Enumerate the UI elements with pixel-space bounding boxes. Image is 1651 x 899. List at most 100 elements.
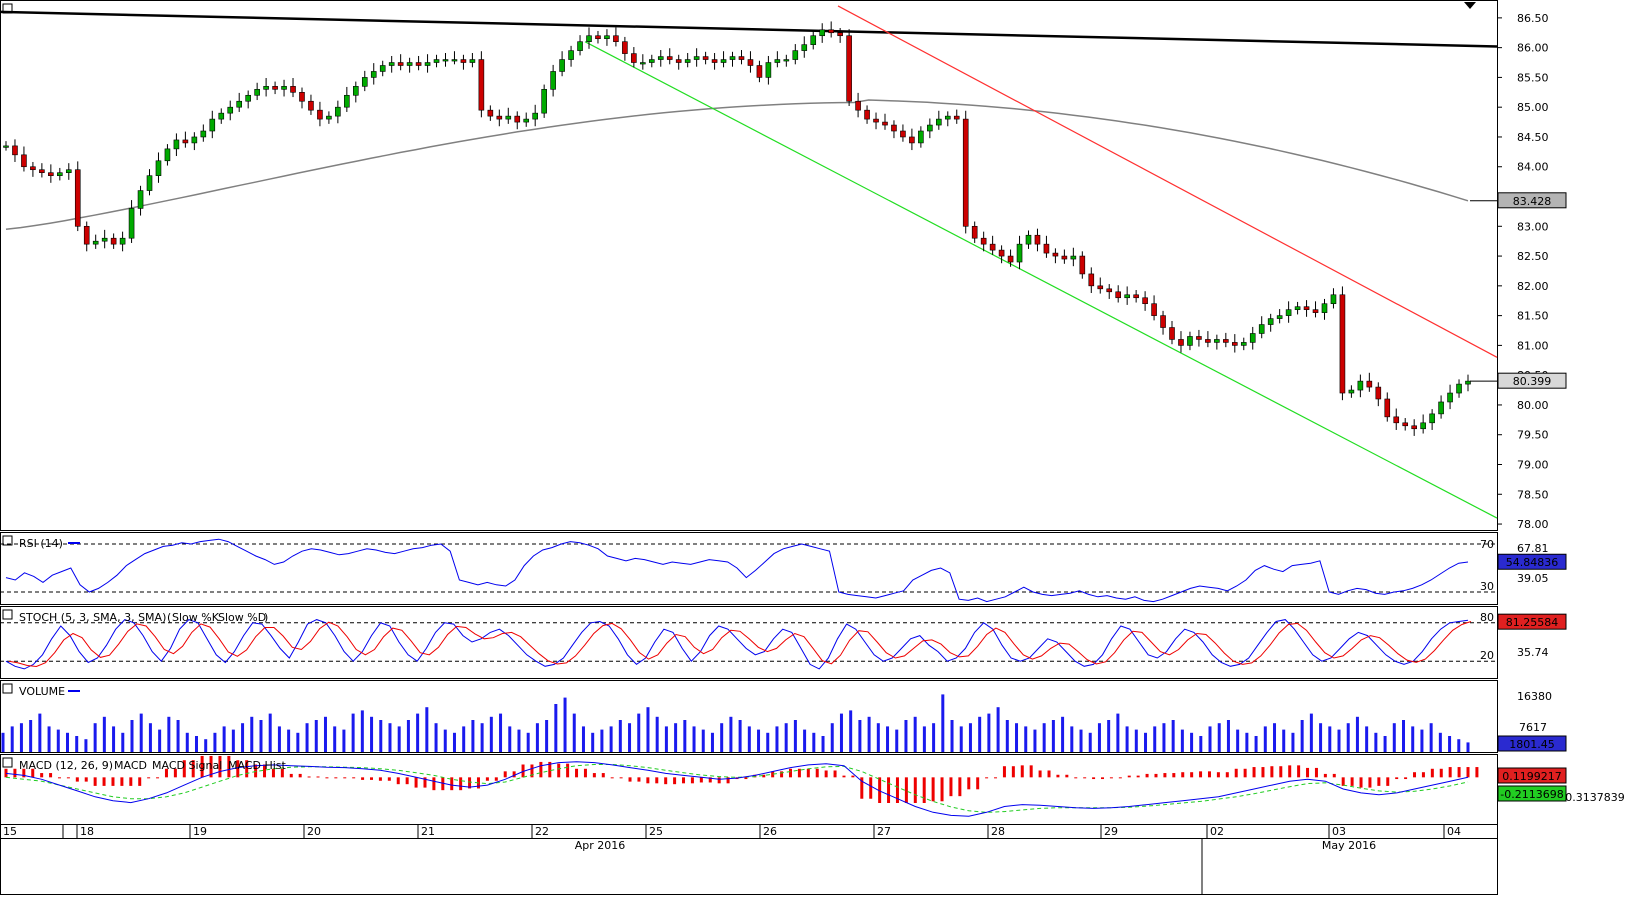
macd-hist-bar [459,777,463,791]
candle-down [756,65,763,78]
volume-mid-label: 7617 [1519,721,1547,734]
x-tick-label: 27 [877,825,891,838]
candle-up [1240,342,1247,346]
candle-up [586,35,592,42]
volume-bar [609,726,613,752]
candle-up [128,208,135,239]
macd-hist-bar [218,755,222,778]
macd-hist-bar [646,777,650,784]
volume-bar [1319,723,1323,752]
candle-down [1034,234,1041,245]
macd-hist-bar [182,760,186,778]
candle-up [1420,422,1426,430]
volume-bar [1392,723,1396,752]
rsi-scale-label: 67.81 [1517,542,1549,555]
macd-hist-bar [280,768,284,778]
candle-up [684,59,691,63]
volume-bar [757,729,761,752]
macd-hist-bar [1092,777,1096,780]
volume-bar [830,723,834,752]
candle-up [370,71,377,78]
macd-hist-bar [1439,768,1443,778]
volume-last-label: 1801.45 [1509,738,1555,751]
stoch-current-label: 81.25584 [1506,616,1559,629]
macd-hist-bar [1457,767,1461,778]
candle-up [765,62,772,78]
macd-hist-bar [120,777,124,786]
volume-bar [443,729,447,752]
candle-down [702,56,709,60]
main-y-tick-label: 86.50 [1517,12,1549,25]
volume-bar [895,729,899,752]
macd-hist-bar [485,777,489,781]
volume-bar [1199,736,1203,752]
volume-bar [572,713,576,752]
macd-hist-bar [1341,777,1345,786]
volume-bar [47,726,51,752]
macd-legend-signal: MACD Signal [152,759,222,772]
macd-hist-bar [619,777,623,779]
x-axis-frame [0,824,1498,895]
candle-up [155,160,162,176]
volume-bar [1420,729,1424,752]
candle-up [218,112,225,120]
macd-hist-bar [352,777,356,779]
volume-bar [692,726,696,752]
stoch-scale-label: 35.74 [1517,646,1549,659]
candle-down [971,225,978,239]
macd-hist-bar [592,773,596,778]
candle-down [622,41,628,54]
volume-bar [1153,726,1157,752]
stoch-legend-paren: ( [167,611,171,624]
candle-up [209,118,216,132]
stoch-tick-20: 20 [1480,649,1494,662]
macd-hist-bar [878,777,882,803]
macd-hist-bar [1002,766,1006,778]
volume-bar [121,732,125,752]
candle-up [783,59,790,62]
volume-bar [959,726,963,752]
macd-hist-bar [1261,767,1265,778]
candle-up [1124,294,1130,299]
macd-hist-bar [1216,772,1220,778]
volume-bar [19,723,23,752]
macd-hist-bar [931,777,935,802]
macd-hist-bar [1154,773,1158,778]
candle-down [1196,336,1202,340]
candle-up [541,89,547,114]
volume-bar [1337,729,1341,752]
candle-up [57,172,63,176]
candle-up [227,106,234,114]
candle-down [1106,288,1113,293]
candle-down [1205,339,1211,343]
candle-down [1384,398,1391,418]
candle-down [1052,252,1059,257]
volume-bar [176,720,180,752]
volume-bar [425,707,429,752]
macd-hist-bar [1029,765,1033,778]
macd-hist-bar [173,768,177,778]
main-y-tick-label: 81.50 [1517,310,1549,323]
macd-hist-bar [1136,775,1140,778]
macd-hist-bar [1118,777,1122,779]
candle-down [12,145,18,156]
candle-up [1321,303,1328,313]
volume-bar [720,723,724,752]
stoch-legend-d: Slow %D [218,611,266,624]
candle-up [137,190,144,209]
macd-hist-bar [699,777,703,783]
stoch-collapse-box [2,609,13,620]
volume-scale-label: 16380 [1517,690,1552,703]
volume-bar [803,729,807,752]
candle-down [487,109,494,117]
macd-hist-bar [1377,777,1381,786]
volume-bar [1217,723,1221,752]
macd-hist-bar [1395,777,1399,780]
macd-value-label-box [1497,767,1567,784]
candle-down [595,35,601,40]
candle-up [146,175,153,191]
main-y-tick-label: 82.00 [1517,280,1549,293]
macd-hist-bar [976,777,980,790]
macd-hist-bar [1225,772,1229,778]
